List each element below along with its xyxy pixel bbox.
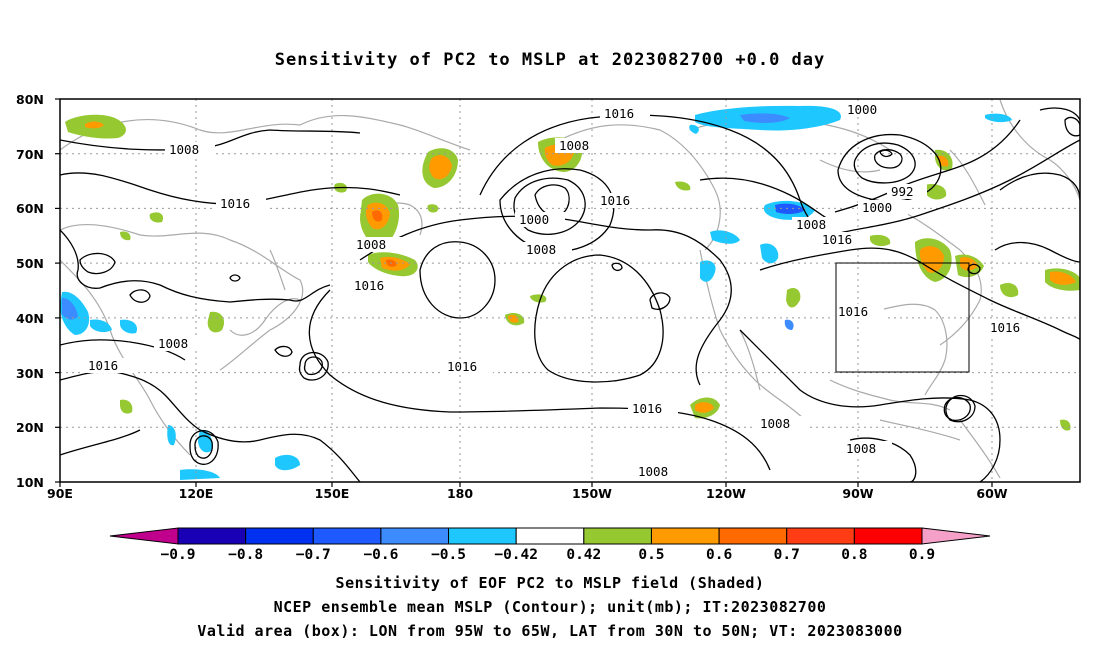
colorbar-swatch (718, 527, 788, 545)
contour-label: 1008 (638, 464, 668, 479)
lat-label: 80N (16, 92, 44, 107)
map-frame (59, 98, 1081, 483)
sensitivity-shading (60, 105, 1080, 480)
contour-label: 1016 (220, 196, 250, 211)
contour-label: 1008 (559, 138, 589, 153)
lat-label: 70N (16, 147, 44, 162)
lat-label: 50N (16, 256, 44, 271)
contour-label: 1008 (158, 336, 188, 351)
colorbar-label: 0.9 (909, 547, 935, 563)
contour-label: 1016 (88, 358, 118, 373)
contour-label: 1000 (847, 102, 877, 117)
colorbar-swatch (921, 527, 991, 545)
contour-label: 992 (891, 184, 914, 199)
caption-line-3: Valid area (box): LON from 95W to 65W, L… (197, 622, 903, 640)
lat-label: 60N (16, 201, 44, 216)
lat-label: 10N (16, 475, 44, 490)
colorbar-labels: −0.9 −0.8 −0.7 −0.6 −0.5 −0.42 0.42 0.5 0.6 0.7 0.… (161, 547, 936, 563)
colorbar-label: −0.9 (161, 547, 196, 563)
lon-label: 150E (315, 486, 350, 501)
colorbar-label: −0.6 (363, 547, 398, 563)
contour-label: 1008 (169, 142, 199, 157)
contour-label: 1016 (600, 193, 630, 208)
colorbar-swatch (380, 527, 450, 545)
caption-line-2: NCEP ensemble mean MSLP (Contour); unit(… (273, 598, 827, 616)
colorbar-swatch (312, 527, 382, 545)
colorbar-swatch (853, 527, 923, 545)
lon-label: 120E (179, 486, 214, 501)
colorbar-swatch (583, 527, 652, 545)
contour-label: 1000 (862, 200, 892, 215)
caption-line-1: Sensitivity of EOF PC2 to MSLP field (Sh… (335, 574, 765, 592)
contour-label: 1016 (838, 304, 868, 319)
colorbar-swatch (650, 527, 720, 545)
colorbar-label: 0.7 (774, 547, 800, 563)
contour-labels: 1016 1008 1016 1008 1016 1008 1016 1008 … (84, 102, 1036, 479)
contour-label: 1008 (356, 237, 386, 252)
colorbar-swatch (109, 527, 179, 545)
contour-label: 1016 (354, 278, 384, 293)
lon-label: 150W (572, 486, 612, 501)
contour-label: 1008 (846, 441, 876, 456)
lat-label: 30N (16, 366, 44, 381)
contour-label: 1008 (526, 242, 556, 257)
lon-label: 180 (447, 486, 473, 501)
lon-label: 90E (47, 486, 73, 501)
contour-label: 1016 (632, 401, 662, 416)
colorbar-label: 0.5 (638, 547, 664, 563)
colorbar-label: 0.42 (566, 547, 601, 563)
axis-ticks (55, 98, 993, 487)
colorbar-swatch (245, 527, 314, 545)
colorbar-swatch (177, 527, 247, 545)
colorbar-swatch (448, 527, 517, 545)
colorbar-swatch (786, 527, 855, 545)
lon-label: 90W (842, 486, 873, 501)
colorbar-label: −0.7 (296, 547, 331, 563)
contour-label: 1008 (796, 217, 826, 232)
contour-label: 1008 (760, 416, 790, 431)
colorbar-label: 0.8 (841, 547, 867, 563)
lon-label: 60W (976, 486, 1007, 501)
latitude-labels: 80N 70N 60N 50N 40N 30N 20N 10N (16, 92, 44, 490)
colorbar-label: 0.6 (706, 547, 732, 563)
colorbar-label: −0.5 (431, 547, 466, 563)
lat-label: 20N (16, 420, 44, 435)
valid-area-box (835, 262, 970, 373)
contour-label: 1000 (519, 212, 549, 227)
colorbar-label: −0.8 (228, 547, 263, 563)
contour-label: 1016 (990, 320, 1020, 335)
map-title: Sensitivity of PC2 to MSLP at 2023082700… (274, 50, 826, 70)
lon-label: 120W (706, 486, 746, 501)
colorbar-label: −0.42 (494, 547, 538, 563)
lat-label: 40N (16, 311, 44, 326)
colorbar (109, 527, 991, 545)
colorbar-swatch (515, 527, 585, 545)
contour-label: 1016 (604, 106, 634, 121)
contour-label: 1016 (822, 232, 852, 247)
contour-label: 1016 (447, 359, 477, 374)
longitude-labels: 90E 120E 150E 180 150W 120W 90W 60W (47, 486, 1008, 501)
